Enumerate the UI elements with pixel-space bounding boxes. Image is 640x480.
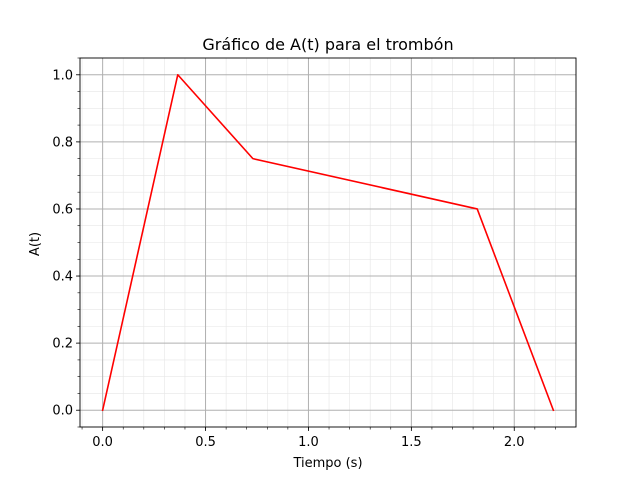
chart-title: Gráfico de A(t) para el trombón xyxy=(202,35,453,54)
y-tick-label: 0.0 xyxy=(52,404,73,419)
y-tick-label: 1.0 xyxy=(52,68,73,83)
plot-area: 0.0 0.5 1.0 1.5 2.0 0.0 0.2 0.4 0.6 0.8 1.0 xyxy=(52,57,577,450)
x-tick-label: 1.0 xyxy=(298,435,319,450)
x-tick-label: 2.0 xyxy=(504,435,525,450)
axes-frame xyxy=(79,57,577,428)
y-tick-label: 0.4 xyxy=(52,270,73,285)
y-tick-label: 0.2 xyxy=(52,337,73,352)
y-axis-label: A(t) xyxy=(28,232,43,256)
x-tick-label: 0.0 xyxy=(92,435,113,450)
series-line xyxy=(101,73,555,412)
x-tick-label: 0.5 xyxy=(195,435,216,450)
x-axis-label: Tiempo (s) xyxy=(292,456,362,471)
x-tick-label: 1.5 xyxy=(401,435,422,450)
y-tick-label: 0.8 xyxy=(52,135,73,150)
y-tick-label: 0.6 xyxy=(52,202,73,217)
